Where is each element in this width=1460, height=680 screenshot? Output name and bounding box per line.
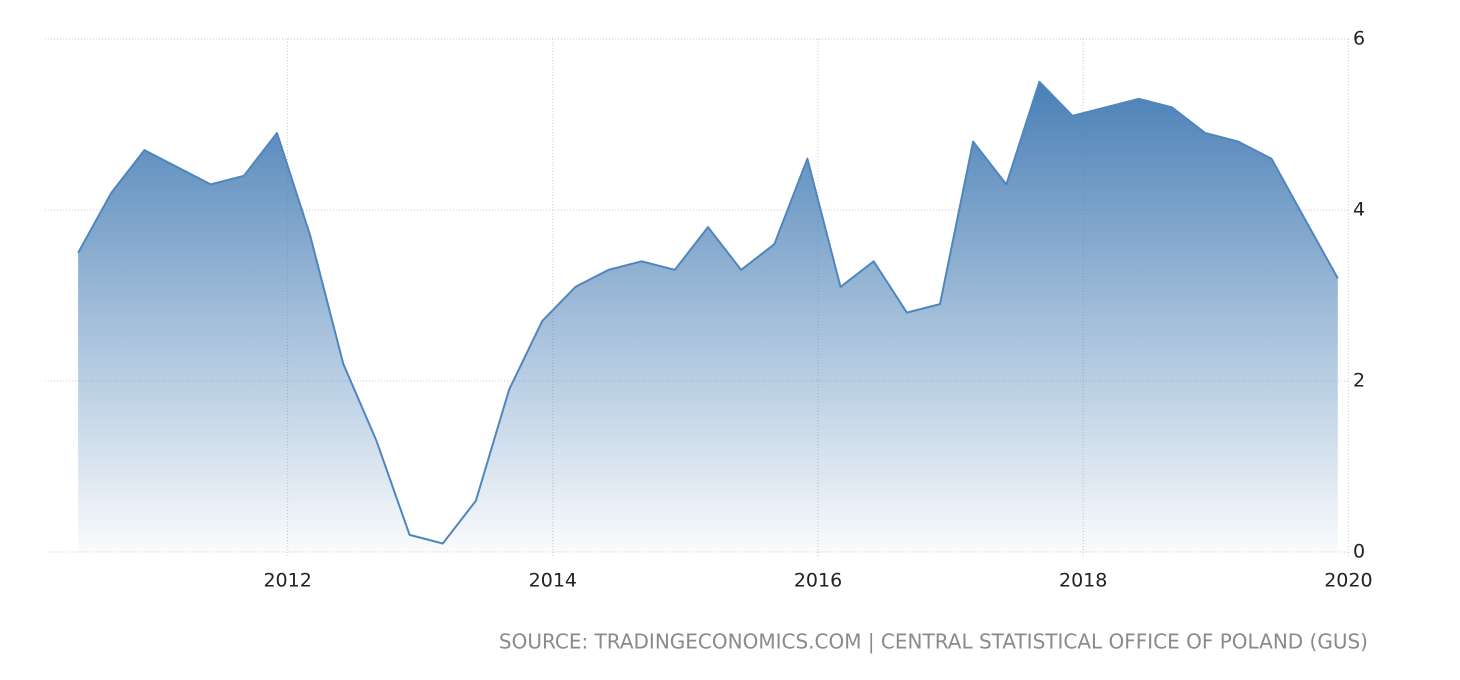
x-tick-label: 2020: [1324, 570, 1372, 592]
x-tick-label: 2012: [263, 570, 311, 592]
area-fill: [78, 81, 1338, 553]
x-tick-label: 2018: [1059, 570, 1107, 592]
y-tick-label: 2: [1353, 370, 1365, 392]
line: [77, 80, 1339, 545]
source-note: SOURCE: TRADINGECONOMICS.COM | CENTRAL S…: [499, 630, 1368, 654]
y-tick-label: 4: [1353, 199, 1365, 221]
y-tick-label: 6: [1353, 28, 1365, 50]
x-tick-label: 2016: [794, 570, 842, 592]
x-tick-label: 2014: [529, 570, 577, 592]
y-tick-label: 0: [1353, 541, 1365, 563]
